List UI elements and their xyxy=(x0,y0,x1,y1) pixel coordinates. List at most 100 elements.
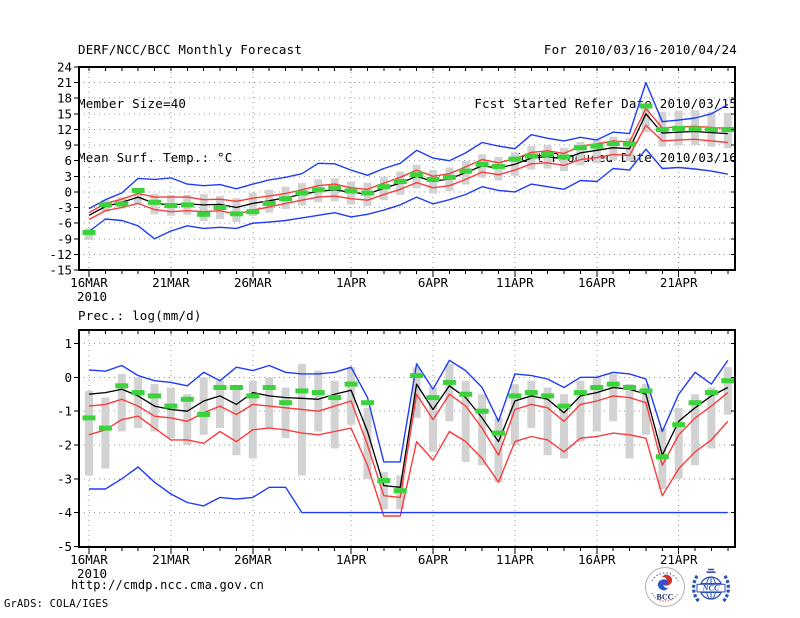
x-tick-label: 26MAR xyxy=(234,552,272,567)
header-left: DERF/NCC/BCC Monthly Forecast Member Siz… xyxy=(78,5,302,203)
x-tick-label: 1APR xyxy=(336,275,367,290)
y-tick-label: -15 xyxy=(49,262,72,277)
obs-dash xyxy=(541,393,555,399)
y-tick-label: -4 xyxy=(57,505,72,520)
x-tick-label: 16MAR xyxy=(70,275,108,290)
obs-dash xyxy=(492,430,505,436)
obs-dash xyxy=(328,395,342,401)
site-url: http://cmdp.ncc.cma.gov.cn xyxy=(71,578,265,592)
obs-dash xyxy=(377,478,391,483)
obs-dash xyxy=(131,390,145,396)
spread-bar xyxy=(691,394,700,466)
ensemble-min-line xyxy=(89,466,728,514)
x-tick-label: 11APR xyxy=(496,275,534,290)
obs-dash xyxy=(557,154,571,160)
temp-chart-title: Mean Surf. Temp.: °C xyxy=(78,150,233,165)
obs-dash xyxy=(164,403,178,409)
obs-dash xyxy=(442,379,456,385)
spread-bar xyxy=(576,380,585,442)
obs-dash xyxy=(197,412,211,417)
spread-bar xyxy=(641,104,650,133)
x-tick-label: 6APR xyxy=(418,552,449,567)
spread-bar xyxy=(134,188,143,204)
obs-dash xyxy=(639,103,653,109)
obs-dash xyxy=(344,381,358,387)
obs-dash xyxy=(180,202,194,208)
obs-dash xyxy=(573,145,587,151)
obs-dash xyxy=(508,156,522,162)
spread-bar xyxy=(379,472,388,510)
spread-bar xyxy=(166,387,175,439)
obs-dash xyxy=(328,185,342,191)
obs-dash xyxy=(459,168,473,174)
obs-dash xyxy=(655,454,669,460)
obs-dash xyxy=(688,400,702,406)
obs-dash xyxy=(524,153,538,159)
obs-dash xyxy=(524,390,538,396)
plot-frame xyxy=(78,66,736,271)
observation-markers xyxy=(82,103,735,235)
x-axis-year-label: 2010 xyxy=(77,289,107,304)
ensemble-min-line xyxy=(88,148,728,240)
obs-dash xyxy=(410,373,424,379)
y-tick-label: 9 xyxy=(64,138,72,153)
x-tick-label: 26MAR xyxy=(234,275,272,290)
spread-bar xyxy=(232,387,241,456)
spread-bar xyxy=(117,373,126,432)
obs-dash xyxy=(213,205,227,210)
x-tick-label: 16APR xyxy=(578,275,616,290)
obs-dash xyxy=(688,126,702,132)
spread-bar xyxy=(592,139,601,164)
bcc-ring-text xyxy=(651,592,679,602)
ncc-wreath-right xyxy=(722,573,730,603)
obs-dash xyxy=(573,390,587,396)
x-tick-label: 21MAR xyxy=(152,275,190,290)
obs-dash xyxy=(393,179,407,184)
spread-bar xyxy=(609,373,618,422)
obs-dash xyxy=(606,381,620,387)
y-tick-label: 0 xyxy=(64,370,72,385)
gridlines xyxy=(79,67,735,270)
obs-dash xyxy=(311,187,325,193)
spread-bar xyxy=(543,387,552,456)
spread-bar xyxy=(510,384,519,445)
ncc-wreath-left xyxy=(692,573,700,603)
spread-bar xyxy=(478,394,487,466)
bcc-swirl-blue xyxy=(657,579,669,591)
obs-dash xyxy=(115,201,129,207)
y-tick-label: -3 xyxy=(57,200,72,215)
y-tick-label: -6 xyxy=(57,216,72,231)
bcc-logo-label: BCC xyxy=(657,593,674,602)
spread-bar xyxy=(183,394,192,445)
member-size-label: Member Size=40 xyxy=(78,96,187,111)
obs-dash xyxy=(361,400,374,406)
y-tick-label: 3 xyxy=(64,169,72,184)
obs-dash xyxy=(557,403,571,409)
spread-bar xyxy=(445,363,454,422)
tick-marks xyxy=(74,66,735,277)
y-tick-label: -1 xyxy=(57,404,72,419)
bcc-logo-ring xyxy=(645,567,685,607)
observation-markers xyxy=(82,373,735,494)
spread-bar xyxy=(592,377,601,432)
y-tick-label: 6 xyxy=(64,153,72,168)
y-tick-label: 1 xyxy=(64,336,72,351)
obs-dash xyxy=(131,187,145,193)
obs-dash xyxy=(115,383,129,389)
spread-bar xyxy=(248,380,257,459)
plot-title: DERF/NCC/BCC Monthly Forecast xyxy=(78,42,303,57)
spread-bar xyxy=(461,380,470,462)
gridlines xyxy=(79,330,735,547)
obs-dash xyxy=(311,390,325,396)
spread-bar xyxy=(314,370,323,432)
spread-bar xyxy=(85,390,93,476)
obs-dash xyxy=(361,190,374,196)
obs-dash xyxy=(148,393,161,399)
spread-bar xyxy=(232,198,241,223)
y-tick-label: -9 xyxy=(57,231,72,246)
ncc-top-chars xyxy=(706,568,716,573)
obs-dash xyxy=(475,408,489,414)
obs-dash xyxy=(721,378,735,384)
bcc-ring-chars xyxy=(651,572,679,582)
